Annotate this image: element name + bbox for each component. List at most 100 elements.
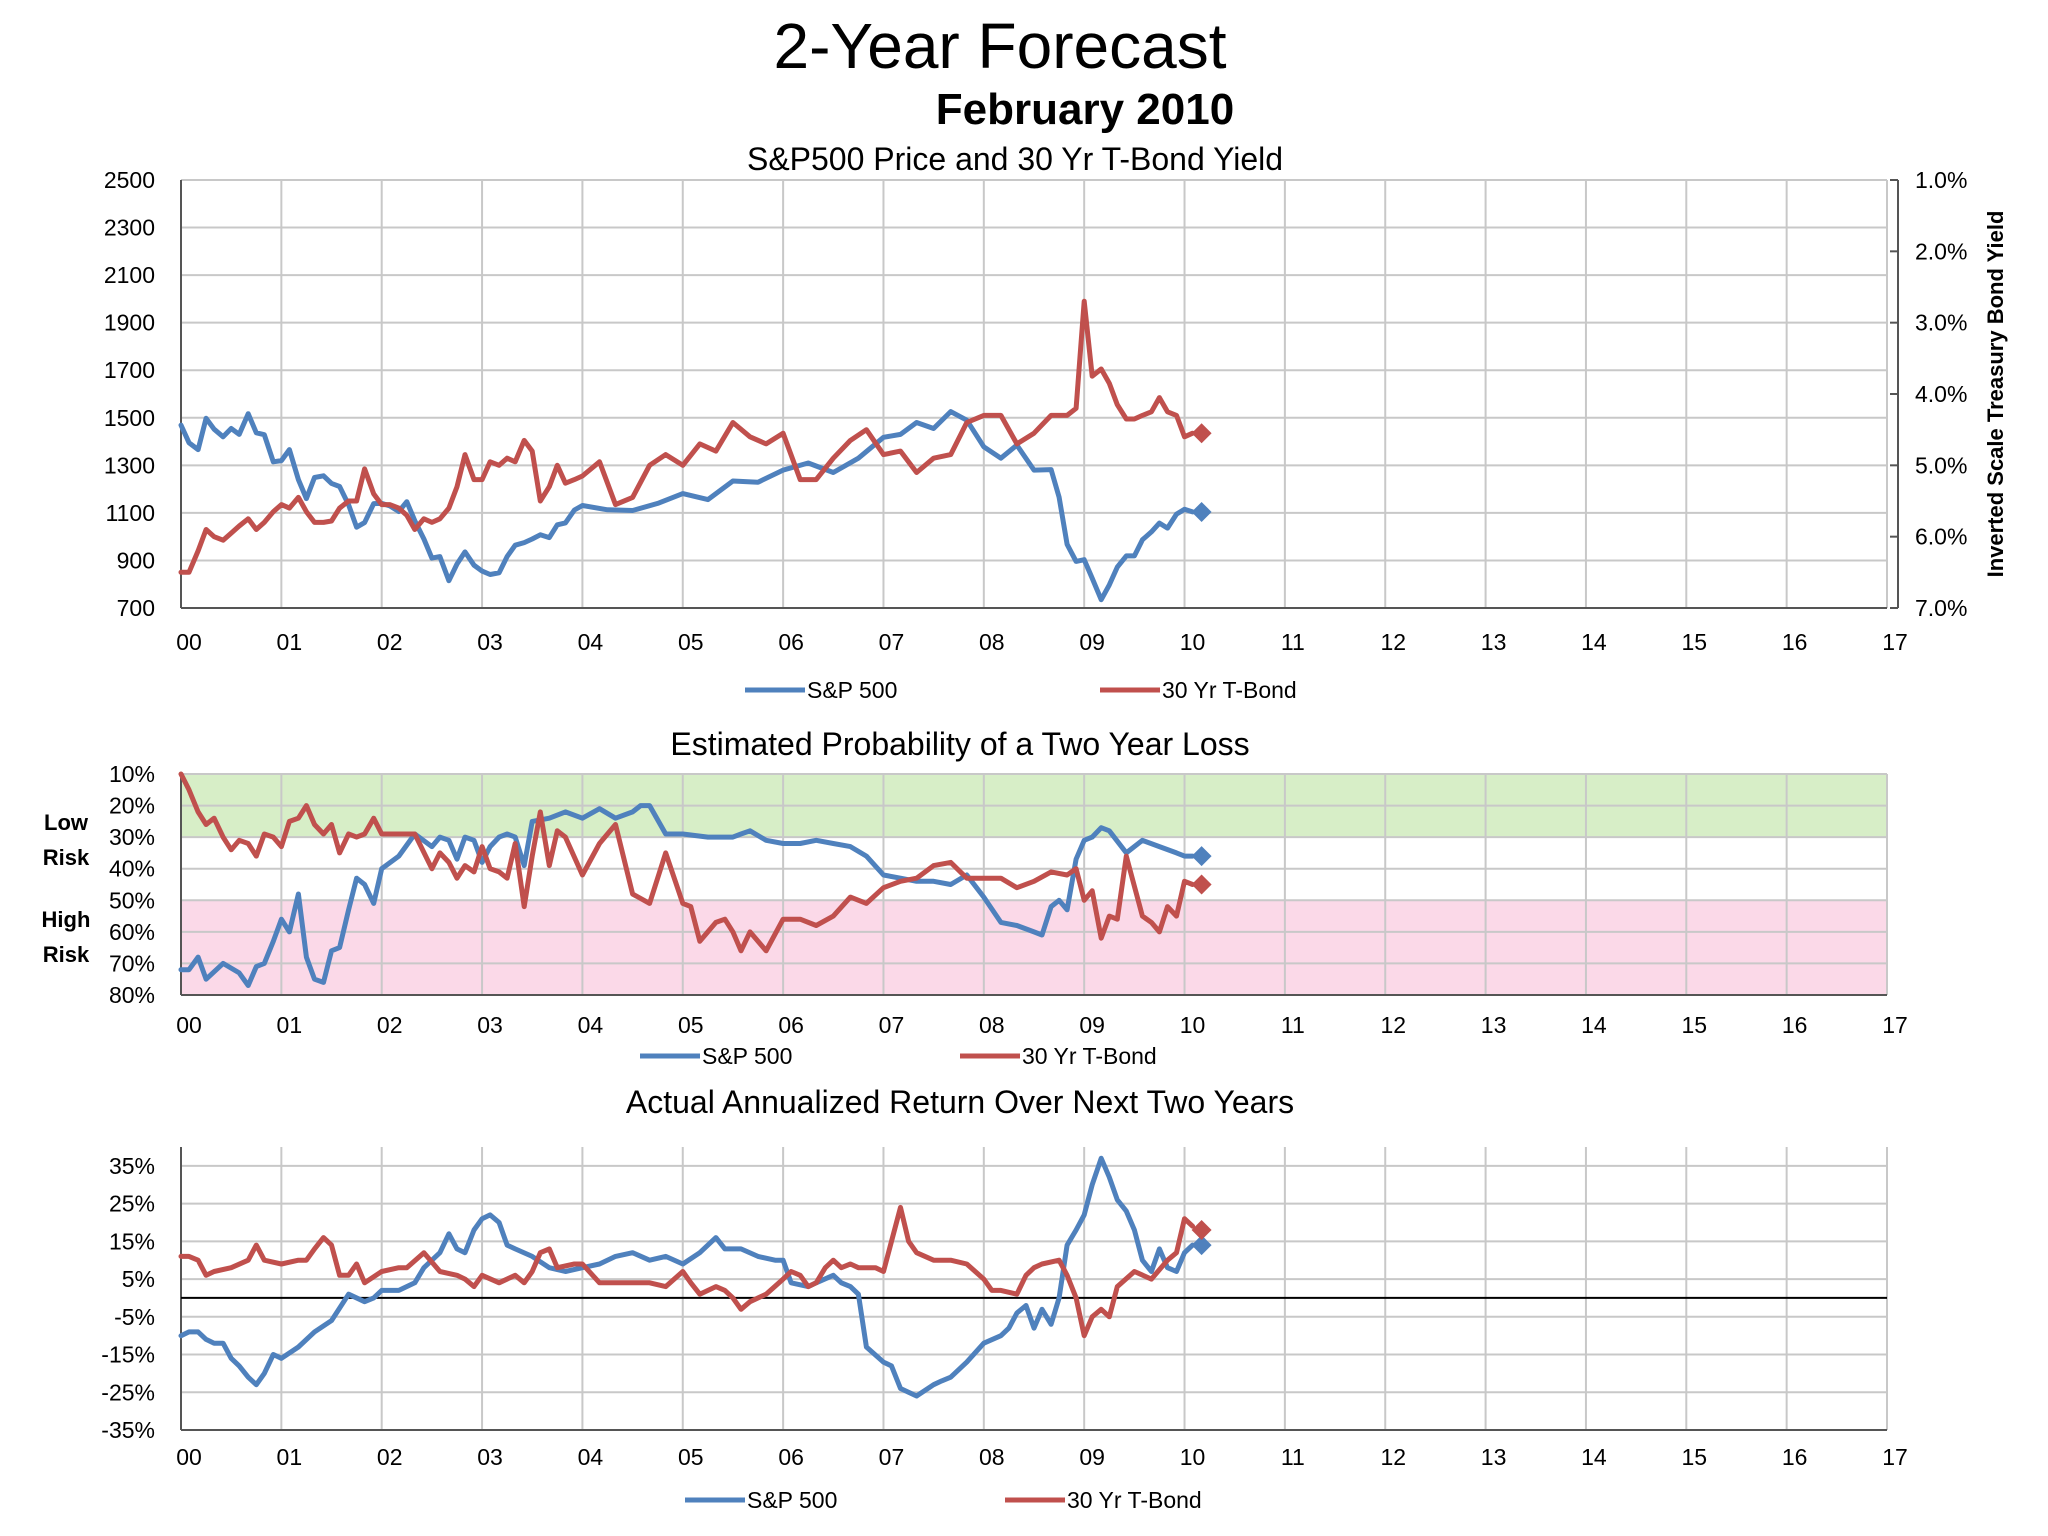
x-tick-label: 11 [1281, 1444, 1305, 1470]
chart-panel-3: 35% 25% 15% 5% -5% -15% -25% -35% 00 01 02 03 04 05 06… [101, 1084, 1908, 1513]
y-tick-label: 80% [109, 982, 155, 1008]
page-title: 2-Year Forecast [774, 10, 1227, 82]
tbond-forecast-marker [1192, 1220, 1212, 1240]
x-tick-label: 00 [176, 1012, 202, 1038]
y2-tick-label: 6.0% [1915, 524, 1967, 550]
y-tick-label: -35% [101, 1417, 155, 1443]
x-tick-label: 09 [1079, 629, 1105, 655]
legend-label: S&P 500 [702, 1043, 792, 1069]
y-tick-label: 25% [109, 1191, 155, 1217]
x-tick-label: 09 [1079, 1012, 1105, 1038]
y2-tick-label: 3.0% [1915, 310, 1967, 336]
y-tick-label: 60% [109, 919, 155, 945]
risk-label: Risk [43, 845, 90, 870]
x-tick-label: 04 [578, 629, 604, 655]
y-tick-label: 5% [122, 1266, 155, 1292]
x-tick-label: 15 [1681, 1444, 1707, 1470]
x-tick-label: 13 [1481, 1012, 1507, 1038]
y2-tick-label: 1.0% [1915, 167, 1967, 193]
y-tick-label: 700 [117, 595, 155, 621]
chart-panel-1: 2500 2300 2100 1900 1700 1500 1300 1100 900 700 00… [104, 141, 2008, 703]
y-tick-label: 1500 [104, 405, 155, 431]
y-tick-label: 1700 [104, 357, 155, 383]
x-tick-label: 15 [1681, 1012, 1707, 1038]
x-tick-label: 10 [1180, 629, 1206, 655]
x-tick-label: 08 [979, 1444, 1005, 1470]
x-tick-label: 02 [377, 1012, 403, 1038]
tbond-forecast-marker [1192, 875, 1212, 895]
x-tick-label: 01 [277, 629, 303, 655]
y-tick-label: 10% [109, 761, 155, 787]
risk-label: High [42, 907, 91, 932]
legend-label: S&P 500 [747, 1487, 837, 1513]
legend-label: 30 Yr T-Bond [1022, 1043, 1157, 1069]
y-tick-label: 50% [109, 887, 155, 913]
y-tick-label: -15% [101, 1342, 155, 1368]
x-tick-label: 14 [1581, 1444, 1607, 1470]
x-tick-label: 06 [778, 1012, 804, 1038]
y-tick-label: -5% [114, 1304, 155, 1330]
x-tick-label: 05 [678, 1012, 704, 1038]
y-tick-label: 20% [109, 793, 155, 819]
x-tick-label: 12 [1380, 629, 1406, 655]
x-tick-label: 11 [1281, 1012, 1305, 1038]
y2-tick-label: 7.0% [1915, 595, 1967, 621]
sp500-forecast-marker [1192, 846, 1212, 866]
chart-title: Actual Annualized Return Over Next Two Y… [626, 1084, 1294, 1120]
sp500-series-line [181, 412, 1193, 600]
x-tick-label: 12 [1380, 1444, 1406, 1470]
tbond-series-line [181, 301, 1193, 572]
x-tick-label: 02 [377, 629, 403, 655]
x-tick-label: 16 [1782, 1012, 1808, 1038]
y-tick-label: 15% [109, 1228, 155, 1254]
y2-tick-label: 2.0% [1915, 238, 1967, 264]
x-tick-label: 05 [678, 629, 704, 655]
risk-label: Low [44, 810, 89, 835]
chart-title: Estimated Probability of a Two Year Loss [670, 726, 1249, 762]
x-tick-label: 03 [477, 629, 503, 655]
high-risk-band [181, 900, 1887, 995]
x-tick-label: 14 [1581, 1012, 1607, 1038]
chart-panel-2: Low Risk High Risk 10% 20% 30% 40% 50% 60% 70% 80% 0… [42, 726, 1908, 1069]
x-tick-label: 07 [879, 1444, 905, 1470]
x-tick-label: 07 [879, 1012, 905, 1038]
risk-label: Risk [43, 942, 90, 967]
y2-tick-label: 5.0% [1915, 452, 1967, 478]
x-tick-label: 09 [1079, 1444, 1105, 1470]
x-tick-label: 17 [1882, 629, 1908, 655]
legend-label: 30 Yr T-Bond [1067, 1487, 1202, 1513]
y-tick-label: 1100 [106, 500, 155, 526]
x-tick-label: 13 [1481, 629, 1507, 655]
x-tick-label: 15 [1681, 629, 1707, 655]
x-tick-label: 02 [377, 1444, 403, 1470]
chart-title: S&P500 Price and 30 Yr T-Bond Yield [747, 141, 1283, 177]
x-tick-label: 04 [578, 1012, 604, 1038]
y-tick-label: 2100 [104, 262, 155, 288]
y2-tick-label: 4.0% [1915, 381, 1967, 407]
y-tick-label: -25% [101, 1379, 155, 1405]
x-tick-label: 04 [578, 1444, 604, 1470]
x-tick-label: 08 [979, 1012, 1005, 1038]
x-tick-label: 06 [778, 629, 804, 655]
y-tick-label: 70% [109, 950, 155, 976]
y-tick-label: 2500 [104, 167, 155, 193]
y-tick-label: 35% [109, 1153, 155, 1179]
tbond-forecast-marker [1192, 423, 1212, 443]
x-tick-label: 08 [979, 629, 1005, 655]
y2-axis-label: Inverted Scale Treasury Bond Yield [1983, 211, 2008, 578]
x-tick-label: 16 [1782, 1444, 1808, 1470]
sp500-forecast-marker [1192, 502, 1212, 522]
x-tick-label: 07 [879, 629, 905, 655]
legend-label: 30 Yr T-Bond [1162, 677, 1297, 703]
x-tick-label: 05 [678, 1444, 704, 1470]
chart-panels: 2500230021001900170015001300110090070000… [42, 141, 2008, 1513]
x-tick-label: 17 [1882, 1444, 1908, 1470]
x-tick-label: 13 [1481, 1444, 1507, 1470]
y-tick-label: 40% [109, 856, 155, 882]
x-tick-label: 16 [1782, 629, 1808, 655]
x-tick-label: 10 [1180, 1444, 1206, 1470]
x-tick-label: 14 [1581, 629, 1607, 655]
x-tick-label: 06 [778, 1444, 804, 1470]
x-tick-label: 12 [1380, 1012, 1406, 1038]
